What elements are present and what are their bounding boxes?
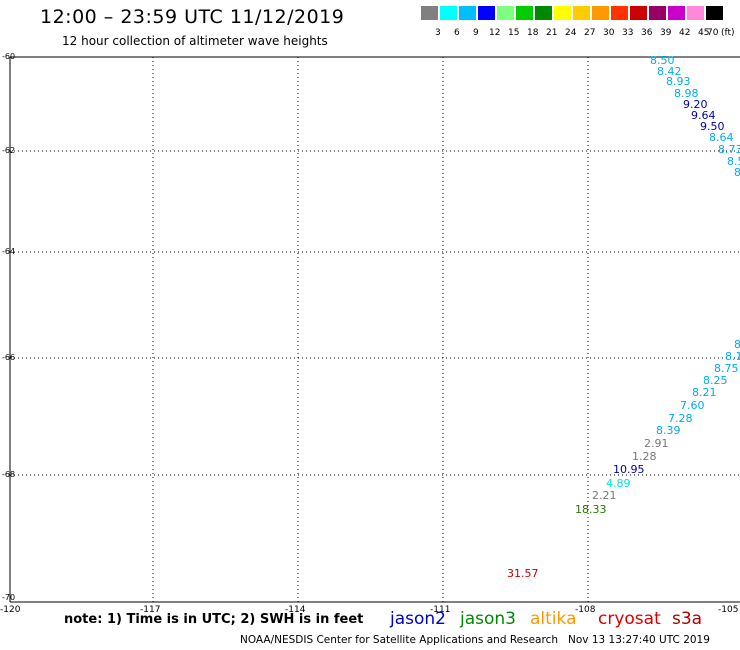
legend-swatch — [497, 6, 514, 20]
lat-label: -60 — [2, 52, 16, 61]
wave-height-label: 8.93 — [666, 75, 691, 88]
wave-height-label: 10.95 — [613, 463, 645, 476]
legend-label: 24 — [565, 28, 577, 38]
wave-height-label: 2.91 — [644, 437, 669, 450]
wave-height-label: 8.39 — [656, 424, 681, 437]
legend-label: 27 — [584, 28, 596, 38]
wave-height-label: 1.28 — [632, 450, 657, 463]
satellite-legend-cryosat: cryosat — [598, 609, 661, 629]
legend-swatch — [573, 6, 590, 20]
legend-label: 70 — [707, 28, 719, 38]
lat-label: -64 — [2, 247, 16, 256]
lat-label: -62 — [2, 146, 16, 155]
lon-label: -108 — [575, 605, 596, 615]
wave-height-label: 8 — [734, 166, 740, 179]
legend-swatch — [706, 6, 723, 20]
legend-swatch — [649, 6, 666, 20]
satellite-legend-altika: altika — [530, 609, 577, 629]
wave-height-label: 7.28 — [668, 412, 693, 425]
wave-height-label: 4.89 — [606, 477, 631, 490]
generated-timestamp: Nov 13 13:27:40 UTC 2019 — [568, 634, 710, 646]
legend-swatch — [630, 6, 647, 20]
wave-height-label: 9.20 — [683, 98, 708, 111]
lon-label: -111 — [430, 605, 451, 615]
legend-swatch — [478, 6, 495, 20]
wave-height-label: 2.21 — [592, 489, 617, 502]
legend-swatch — [611, 6, 628, 20]
legend-label: 36 — [641, 28, 653, 38]
wave-height-label: 7.60 — [680, 399, 705, 412]
legend-swatch — [592, 6, 609, 20]
legend-swatch — [516, 6, 533, 20]
legend-label: 33 — [622, 28, 634, 38]
credit-org: NOAA/NESDIS Center for Satellite Applica… — [240, 634, 558, 646]
legend-label: 18 — [527, 28, 539, 38]
legend-swatch — [687, 6, 704, 20]
wave-height-label: 8 — [734, 338, 740, 351]
satellite-legend-jason2: jason2 — [390, 609, 446, 629]
wave-height-label: 8.73 — [718, 143, 740, 156]
legend-swatch — [440, 6, 457, 20]
wave-height-label: 8.42 — [657, 65, 682, 78]
lat-label: -66 — [2, 353, 16, 362]
legend-label: 9 — [473, 28, 479, 38]
legend-label: 45 — [698, 28, 710, 38]
legend-swatch — [535, 6, 552, 20]
credit-line: NOAA/NESDIS Center for Satellite Applica… — [240, 634, 710, 646]
wave-height-label: 8.75 — [714, 362, 739, 375]
wave-height-label: 8.21 — [692, 386, 717, 399]
wave-height-color-legend: 3 6 9 12 15 18 21 24 27 30 33 36 39 42 4… — [421, 6, 735, 38]
wave-height-label: 8.25 — [703, 374, 728, 387]
lat-label: -68 — [2, 470, 16, 479]
wave-height-label: 8.64 — [709, 131, 734, 144]
legend-swatch — [554, 6, 571, 20]
wave-height-label: 8.50 — [650, 54, 675, 67]
units-note: note: 1) Time is in UTC; 2) SWH is in fe… — [64, 612, 364, 627]
legend-swatch — [421, 6, 438, 20]
legend-label: 42 — [679, 28, 691, 38]
wave-height-label: 31.57 — [507, 567, 539, 580]
lon-label: -114 — [285, 605, 306, 615]
satellite-legend-jason3: jason3 — [460, 609, 516, 629]
legend-label: 6 — [454, 28, 460, 38]
wave-height-label: 8.5 — [727, 155, 740, 168]
legend-swatch — [459, 6, 476, 20]
wave-height-label: 18.33 — [575, 503, 607, 516]
legend-label: 30 — [603, 28, 615, 38]
legend-label: 15 — [508, 28, 520, 38]
legend-label: 12 — [489, 28, 501, 38]
lon-label: -105 — [718, 605, 739, 615]
lon-label: -120 — [0, 605, 21, 615]
legend-label: 39 — [660, 28, 672, 38]
legend-unit: (ft) — [721, 28, 735, 38]
satellite-legend-s3a: s3a — [672, 609, 703, 629]
lat-label: -70 — [2, 593, 16, 602]
legend-swatch — [668, 6, 685, 20]
page-title: 12:00 – 23:59 UTC 11/12/2019 — [40, 6, 345, 28]
page-subtitle: 12 hour collection of altimeter wave hei… — [62, 34, 328, 48]
lon-label: -117 — [140, 605, 161, 615]
wave-height-label: 8.1 — [725, 350, 740, 363]
legend-label: 21 — [546, 28, 558, 38]
wave-height-label: 9.64 — [691, 109, 716, 122]
wave-height-label: 8.98 — [674, 87, 699, 100]
wave-height-label: 9.50 — [700, 120, 725, 133]
legend-label: 3 — [435, 28, 441, 38]
